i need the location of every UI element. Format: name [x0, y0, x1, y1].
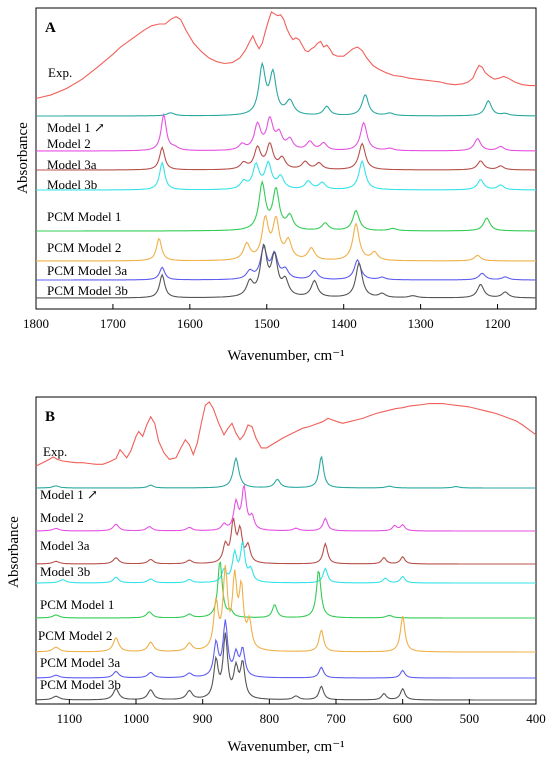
- series-label-b-6: PCM Model 1: [40, 597, 114, 612]
- x-tick-label-b-1000: 1000: [123, 711, 149, 726]
- x-tick-label-a-1700: 1700: [100, 316, 126, 331]
- panel-a: A Exp. Model 1 ↗Model 2 Model 3a Model 3b PC…: [15, 7, 537, 364]
- panel-a-xlabel: Wavenumber, cm⁻¹: [227, 348, 344, 364]
- series-line-b-1: [36, 455, 536, 489]
- series-label-b-2: Model 1 ↗: [40, 487, 98, 502]
- x-tick-label-b-500: 500: [460, 711, 480, 726]
- series-line-a-7: [36, 214, 536, 262]
- series-line-b-7: [36, 564, 536, 653]
- x-tick-label-a-1400: 1400: [331, 316, 357, 331]
- series-line-b-4: [35, 517, 536, 565]
- series-label-b-8: PCM Model 3a: [40, 655, 120, 670]
- series-line-a-0: [35, 11, 536, 100]
- x-tick-label-b-700: 700: [326, 711, 346, 726]
- panel-a-ylabel: Absorbance: [15, 122, 31, 194]
- series-line-b-5: [36, 540, 536, 584]
- panel-b-frame: [35, 396, 537, 705]
- series-label-a-3: Model 2: [47, 136, 91, 151]
- x-tick-label-b-900: 900: [193, 711, 213, 726]
- x-tick-label-b-800: 800: [260, 711, 280, 726]
- series-line-b-6: [35, 561, 536, 619]
- series-label-a-2: Model 1 ↗: [47, 120, 105, 135]
- x-tick-label-b-400: 400: [526, 711, 546, 726]
- series-line-a-6: [36, 179, 536, 232]
- series-label-a-0: Exp.: [48, 65, 72, 80]
- series-label-b-9: PCM Model 3b: [40, 677, 121, 692]
- series-line-a-8: [36, 245, 536, 281]
- series-label-b-7: PCM Model 2: [38, 628, 112, 643]
- series-label-a-5: Model 3b: [47, 177, 97, 192]
- series-label-a-6: PCM Model 1: [47, 209, 121, 224]
- series-label-a-7: PCM Model 2: [47, 240, 121, 255]
- series-label-a-8: PCM Model 3a: [47, 263, 127, 278]
- series-line-b-9: [36, 632, 536, 701]
- x-tick-label-a-1200: 1200: [485, 316, 511, 331]
- panel-a-frame: [35, 7, 537, 310]
- panel-b: B Exp. Model 1 ↗ Model 2 Model 3a Model 3b PC…: [6, 396, 546, 755]
- series-label-b-3: Model 2: [40, 510, 84, 525]
- series-line-a-3: [36, 113, 537, 152]
- series-label-a-4: Model 3a: [47, 157, 97, 172]
- series-line-a-4: [36, 142, 536, 171]
- panel-a-letter: A: [45, 20, 56, 36]
- x-tick-label-b-600: 600: [393, 711, 413, 726]
- panel-b-xlabel: Wavenumber, cm⁻¹: [227, 739, 344, 755]
- series-line-a-1: [36, 61, 536, 117]
- panel-b-letter: B: [45, 409, 55, 425]
- x-tick-label-a-1500: 1500: [254, 316, 280, 331]
- series-line-b-8: [35, 619, 536, 679]
- x-tick-label-b-1100: 1100: [57, 711, 83, 726]
- series-label-b-0: Exp.: [43, 444, 67, 459]
- x-tick-label-a-1300: 1300: [408, 316, 434, 331]
- series-label-b-4: Model 3a: [40, 538, 90, 553]
- series-line-a-9: [36, 243, 536, 299]
- series-line-b-3: [36, 483, 536, 532]
- series-line-a-5: [36, 159, 536, 191]
- series-label-b-5: Model 3b: [40, 564, 90, 579]
- panel-b-ylabel: Absorbance: [6, 516, 22, 588]
- x-tick-label-a-1800: 1800: [23, 316, 49, 331]
- series-label-a-9: PCM Model 3b: [47, 283, 128, 298]
- x-tick-label-a-1600: 1600: [177, 316, 203, 331]
- series-line-b-0: [35, 401, 537, 467]
